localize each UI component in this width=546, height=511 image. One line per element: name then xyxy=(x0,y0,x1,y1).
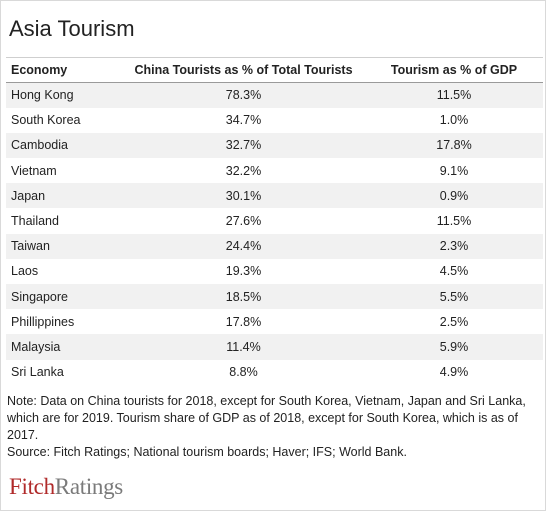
table-row: Thailand 27.6% 11.5% xyxy=(6,208,543,234)
cell-china-tourists-pct: 8.8% xyxy=(122,359,365,385)
table-row: Singapore 18.5% 5.5% xyxy=(6,284,543,310)
cell-tourism-gdp-pct: 4.5% xyxy=(365,258,543,284)
table-header-row: Economy China Tourists as % of Total Tou… xyxy=(6,57,543,83)
cell-china-tourists-pct: 24.4% xyxy=(122,233,365,259)
cell-china-tourists-pct: 78.3% xyxy=(122,82,365,108)
cell-china-tourists-pct: 32.7% xyxy=(122,132,365,159)
cell-china-tourists-pct: 18.5% xyxy=(122,284,365,310)
cell-tourism-gdp-pct: 4.9% xyxy=(365,359,543,385)
table-row: Cambodia 32.7% 17.8% xyxy=(6,132,543,159)
cell-china-tourists-pct: 30.1% xyxy=(122,183,365,209)
cell-tourism-gdp-pct: 17.8% xyxy=(365,132,543,159)
cell-economy: Phillippines xyxy=(6,309,122,335)
note-line-1: Note: Data on China tourists for 2018, e… xyxy=(7,394,526,408)
cell-economy: South Korea xyxy=(6,107,122,133)
table-row: Malaysia 11.4% 5.9% xyxy=(6,334,543,360)
cell-china-tourists-pct: 34.7% xyxy=(122,107,365,133)
cell-economy: Laos xyxy=(6,258,122,284)
cell-economy: Singapore xyxy=(6,284,122,310)
cell-economy: Vietnam xyxy=(6,158,122,184)
header-china-tourists: China Tourists as % of Total Tourists xyxy=(122,57,365,83)
cell-economy: Sri Lanka xyxy=(6,359,122,385)
cell-tourism-gdp-pct: 2.3% xyxy=(365,233,543,259)
table-body: Hong Kong 78.3% 11.5% South Korea 34.7% 1.0% C… xyxy=(6,82,543,385)
table-row: South Korea 34.7% 1.0% xyxy=(6,107,543,133)
logo-ratings-text: Ratings xyxy=(54,474,123,499)
cell-economy: Malaysia xyxy=(6,334,122,360)
header-tourism-gdp: Tourism as % of GDP xyxy=(365,57,543,83)
cell-tourism-gdp-pct: 1.0% xyxy=(365,107,543,133)
cell-china-tourists-pct: 11.4% xyxy=(122,334,365,360)
cell-economy: Japan xyxy=(6,183,122,209)
cell-china-tourists-pct: 32.2% xyxy=(122,158,365,184)
table-row: Taiwan 24.4% 2.3% xyxy=(6,233,543,259)
cell-china-tourists-pct: 27.6% xyxy=(122,208,365,234)
header-economy: Economy xyxy=(6,57,122,83)
cell-tourism-gdp-pct: 11.5% xyxy=(365,208,543,234)
note-line-2: which are for 2019. Tourism share of GDP… xyxy=(7,411,518,442)
table-row: Laos 19.3% 4.5% xyxy=(6,258,543,284)
logo-fitch-text: Fitch xyxy=(9,474,55,499)
table-row: Phillippines 17.8% 2.5% xyxy=(6,309,543,335)
table-row: Sri Lanka 8.8% 4.9% xyxy=(6,359,543,385)
chart-title: Asia Tourism xyxy=(9,16,135,41)
cell-china-tourists-pct: 19.3% xyxy=(122,258,365,284)
cell-tourism-gdp-pct: 2.5% xyxy=(365,309,543,335)
table-row: Vietnam 32.2% 9.1% xyxy=(6,158,543,184)
cell-tourism-gdp-pct: 5.9% xyxy=(365,334,543,360)
cell-economy: Hong Kong xyxy=(6,82,122,108)
cell-economy: Thailand xyxy=(6,208,122,234)
table-row: Japan 30.1% 0.9% xyxy=(6,183,543,209)
table-row: Hong Kong 78.3% 11.5% xyxy=(6,82,543,108)
fitch-ratings-logo: FitchRatings xyxy=(9,473,123,501)
cell-economy: Taiwan xyxy=(6,233,122,259)
source-line: Source: Fitch Ratings; National tourism … xyxy=(7,445,407,459)
chart-note: Note: Data on China tourists for 2018, e… xyxy=(7,393,543,461)
cell-tourism-gdp-pct: 11.5% xyxy=(365,82,543,108)
cell-china-tourists-pct: 17.8% xyxy=(122,309,365,335)
cell-economy: Cambodia xyxy=(6,132,122,159)
cell-tourism-gdp-pct: 0.9% xyxy=(365,183,543,209)
data-table: Economy China Tourists as % of Total Tou… xyxy=(6,57,543,385)
cell-tourism-gdp-pct: 5.5% xyxy=(365,284,543,310)
cell-tourism-gdp-pct: 9.1% xyxy=(365,158,543,184)
